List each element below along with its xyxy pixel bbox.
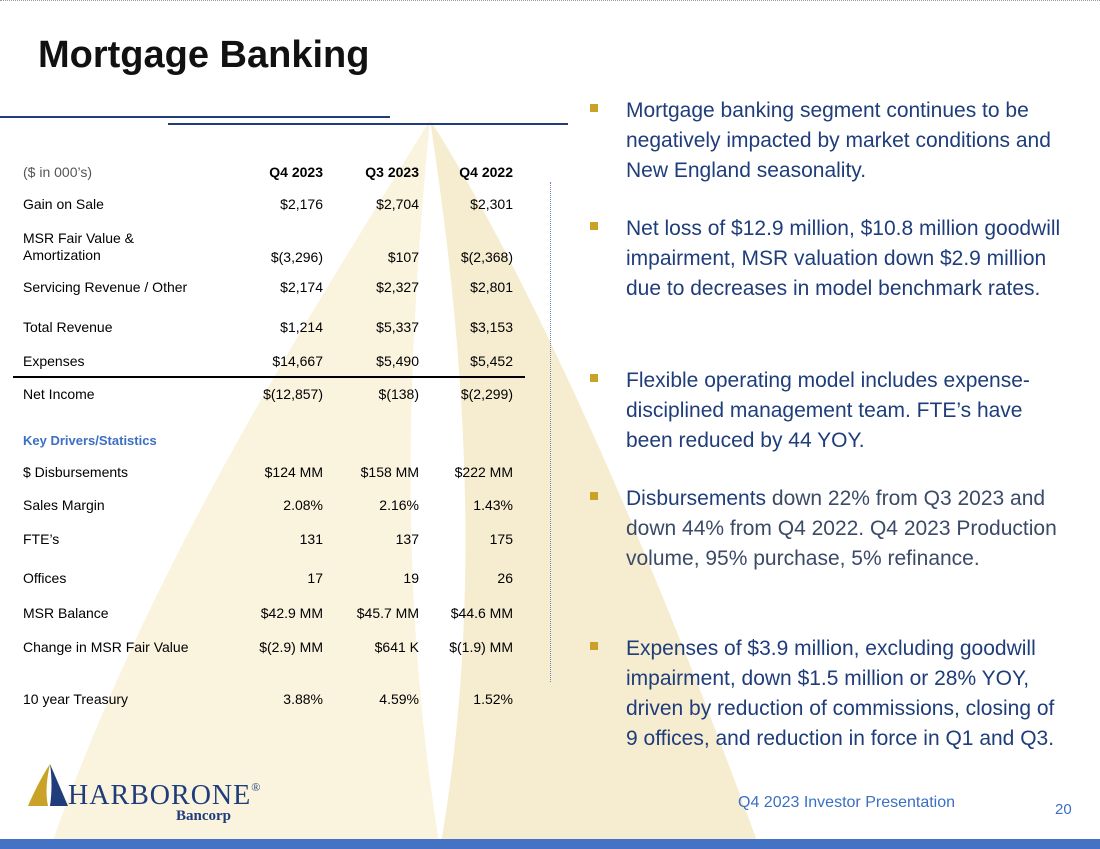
bullet-text: Flexible operating model includes expens… [626, 369, 1030, 452]
stat-value: 1.43% [473, 497, 513, 513]
section-label: Key Drivers/Statistics [23, 433, 157, 448]
page-number: 20 [1055, 801, 1072, 818]
cell-value: $(12,857) [263, 386, 323, 402]
stat-value: 2.08% [283, 497, 323, 513]
net-income-divider [13, 376, 525, 378]
stat-value: 175 [489, 531, 513, 547]
row-label: MSR Fair Value & Amortization [23, 230, 134, 263]
cell-value: $2,176 [280, 196, 323, 212]
stat-value: 1.52% [473, 691, 513, 707]
bullet-square-icon [590, 374, 598, 382]
stat-value: $124 MM [264, 464, 323, 480]
stat-value: $44.6 MM [450, 605, 513, 621]
stat-value: $(1.9) MM [449, 639, 513, 655]
cell-value: $107 [387, 249, 419, 265]
bottom-accent-bar [0, 839, 1100, 849]
stat-value: 26 [497, 570, 513, 586]
stat-value: $158 MM [360, 464, 419, 480]
cell-value: $2,174 [280, 279, 323, 295]
cell-value: $14,667 [272, 353, 323, 369]
stat-value: 19 [403, 570, 419, 586]
page-title: Mortgage Banking [38, 34, 370, 76]
stat-value: 17 [307, 570, 323, 586]
cell-value: $5,337 [376, 319, 419, 335]
bullet-text: Disbursements down 22% from Q3 2023 and … [626, 487, 1057, 570]
cell-value: $(138) [378, 386, 419, 402]
column-header: Q4 2023 [269, 164, 323, 180]
cell-value: $2,801 [470, 279, 513, 295]
stat-label: Offices [23, 570, 67, 586]
cell-value: $1,214 [280, 319, 323, 335]
footer-presentation-title: Q4 2023 Investor Presentation [738, 794, 956, 811]
stat-value: $(2.9) MM [259, 639, 323, 655]
bullet-square-icon [590, 642, 598, 650]
stat-value: $222 MM [454, 464, 513, 480]
cell-value: $(3,296) [270, 249, 323, 265]
stat-value: 131 [299, 531, 323, 547]
row-label: Gain on Sale [23, 196, 104, 212]
stat-label: MSR Balance [23, 605, 109, 621]
stat-label: $ Disbursements [23, 464, 129, 480]
row-label: Servicing Revenue / Other [23, 279, 188, 295]
bullet-text: Mortgage banking segment continues to be… [626, 99, 1051, 182]
cell-value: $2,704 [376, 196, 419, 212]
logo-wordmark: HARBORONE® [68, 780, 262, 811]
stat-value: 137 [395, 531, 419, 547]
bullet-text: Expenses of $3.9 million, excluding good… [626, 637, 1055, 750]
column-header: Q4 2022 [459, 164, 513, 180]
bullet-square-icon [590, 492, 598, 500]
cell-value: $3,153 [470, 319, 513, 335]
stat-value: $641 K [374, 639, 419, 655]
stat-value: $45.7 MM [356, 605, 419, 621]
cell-value: $5,452 [470, 353, 513, 369]
stat-label: Sales Margin [23, 497, 105, 513]
cell-value: $5,490 [376, 353, 419, 369]
stat-value: 3.88% [283, 691, 323, 707]
cell-value: $(2,368) [460, 249, 513, 265]
cell-value: $(2,299) [460, 386, 513, 402]
bullet-square-icon [590, 222, 598, 230]
column-divider [550, 182, 551, 682]
stat-value: 4.59% [379, 691, 419, 707]
row-label: Expenses [23, 353, 85, 369]
title-rule-top [0, 116, 390, 118]
column-header: Q3 2023 [365, 164, 419, 180]
logo-subtitle: Bancorp [176, 808, 232, 824]
stat-label: 10 year Treasury [23, 691, 129, 707]
top-dotted-border [0, 0, 1100, 1]
unit-label: ($ in 000’s) [23, 164, 93, 180]
stat-value: 2.16% [379, 497, 419, 513]
harborone-logo: HARBORONE® Bancorp [28, 762, 260, 824]
title-rule-bottom [168, 123, 568, 125]
row-label: Net Income [23, 386, 95, 402]
stat-label: FTE’s [23, 531, 60, 547]
sail-logo-icon [28, 764, 68, 806]
stat-label: Change in MSR Fair Value [23, 639, 189, 655]
cell-value: $2,301 [470, 196, 513, 212]
bullet-square-icon [590, 104, 598, 112]
row-label: Total Revenue [23, 319, 113, 335]
cell-value: $2,327 [376, 279, 419, 295]
bullet-text: Net loss of $12.9 million, $10.8 million… [626, 217, 1061, 300]
stat-value: $42.9 MM [260, 605, 323, 621]
